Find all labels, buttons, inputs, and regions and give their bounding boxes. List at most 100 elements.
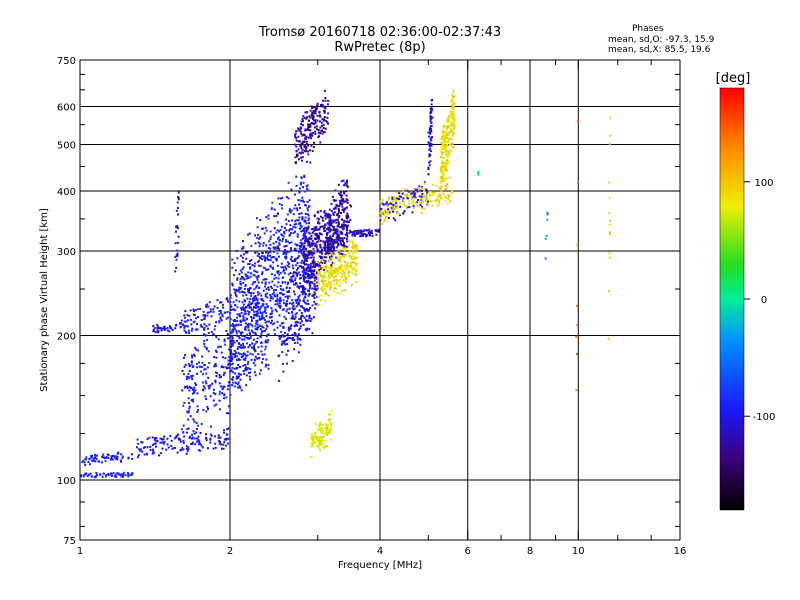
- data-point: [289, 246, 292, 249]
- data-point: [271, 201, 274, 204]
- data-point: [241, 319, 244, 322]
- data-point: [149, 445, 152, 448]
- data-point: [242, 308, 245, 311]
- data-point: [317, 264, 320, 267]
- data-point: [238, 343, 241, 346]
- data-point: [398, 214, 401, 217]
- data-point: [269, 265, 272, 268]
- data-point: [342, 221, 345, 224]
- data-point: [187, 372, 190, 375]
- data-point: [146, 446, 149, 449]
- data-point: [343, 208, 346, 211]
- data-point: [325, 427, 328, 430]
- data-point: [298, 187, 301, 190]
- data-point: [300, 245, 303, 248]
- data-point: [97, 460, 100, 463]
- data-point: [248, 288, 251, 291]
- data-point: [174, 242, 177, 245]
- data-point: [250, 294, 253, 297]
- data-point: [324, 292, 327, 295]
- data-point: [242, 247, 245, 250]
- data-point: [256, 291, 259, 294]
- phase-stats-o-mode: mean, sd,O: -97.3, 15.9: [608, 35, 715, 45]
- data-point: [235, 329, 238, 332]
- data-point: [322, 276, 325, 279]
- data-point: [110, 455, 113, 458]
- data-point: [248, 232, 251, 235]
- data-point: [301, 120, 304, 123]
- data-point: [252, 299, 255, 302]
- data-point: [89, 457, 92, 460]
- data-point: [312, 122, 315, 125]
- data-point: [195, 317, 198, 320]
- data-point: [156, 329, 159, 332]
- data-point: [431, 183, 434, 186]
- data-point: [334, 241, 337, 244]
- data-point: [428, 143, 431, 146]
- data-point: [285, 339, 288, 342]
- data-point: [340, 252, 343, 255]
- data-point: [306, 200, 309, 203]
- data-point: [319, 439, 322, 442]
- data-point: [275, 276, 278, 279]
- data-point: [188, 435, 191, 438]
- data-point: [305, 302, 308, 305]
- data-point: [277, 277, 280, 280]
- data-point: [302, 262, 305, 265]
- data-point: [291, 307, 294, 310]
- data-point: [401, 192, 404, 195]
- data-point: [195, 431, 198, 434]
- data-point: [233, 341, 236, 344]
- data-point: [110, 472, 113, 475]
- data-point: [283, 315, 286, 318]
- data-point: [346, 179, 349, 182]
- data-point: [332, 249, 335, 252]
- data-point: [277, 255, 280, 258]
- data-point: [87, 461, 90, 464]
- data-point: [298, 216, 301, 219]
- data-point: [311, 131, 314, 134]
- data-point: [240, 311, 243, 314]
- data-point: [263, 329, 266, 332]
- data-point: [302, 234, 305, 237]
- data-point: [287, 349, 290, 352]
- data-point: [336, 240, 339, 243]
- data-point: [253, 274, 256, 277]
- data-point: [268, 320, 271, 323]
- data-point: [441, 176, 444, 179]
- data-point: [243, 288, 246, 291]
- data-point: [121, 473, 124, 476]
- data-point: [312, 256, 315, 259]
- data-point: [233, 274, 236, 277]
- data-point: [317, 234, 320, 237]
- data-point: [294, 156, 297, 159]
- data-point: [319, 263, 322, 266]
- data-point: [269, 243, 272, 246]
- data-point: [287, 197, 290, 200]
- data-point: [230, 352, 233, 355]
- data-point: [270, 295, 273, 298]
- data-point: [176, 241, 179, 244]
- data-point: [285, 255, 288, 258]
- data-point: [185, 375, 188, 378]
- data-point: [209, 441, 212, 444]
- data-point: [308, 126, 311, 129]
- data-point: [237, 341, 240, 344]
- data-point: [477, 170, 480, 173]
- data-point: [190, 376, 193, 379]
- data-point: [209, 438, 212, 441]
- data-point: [319, 246, 322, 249]
- data-point: [287, 219, 290, 222]
- data-point: [232, 324, 235, 327]
- data-point: [421, 206, 424, 209]
- colorbar-tick-label: 0: [761, 295, 767, 306]
- data-point: [293, 334, 296, 337]
- data-point: [351, 255, 354, 258]
- data-point: [279, 324, 282, 327]
- data-point: [274, 289, 277, 292]
- data-point: [236, 324, 239, 327]
- data-point: [356, 229, 359, 232]
- data-point: [306, 254, 309, 257]
- data-point: [324, 119, 327, 122]
- data-point: [344, 264, 347, 267]
